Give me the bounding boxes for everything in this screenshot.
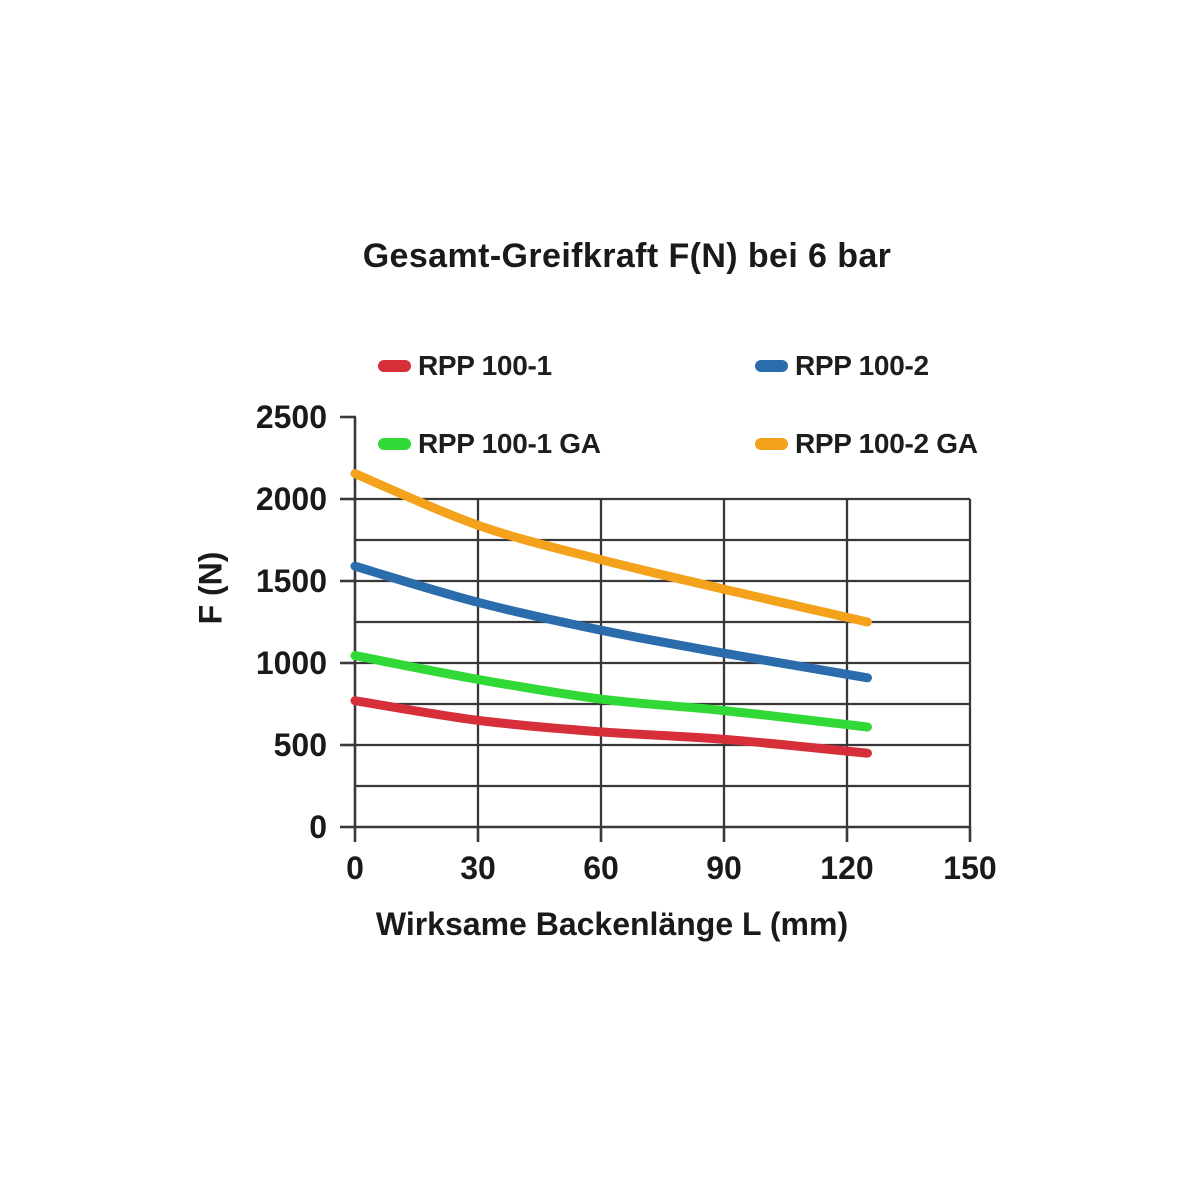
series-line-0 bbox=[350, 696, 872, 758]
x-tick-label: 90 bbox=[706, 850, 742, 886]
series-line-1 bbox=[350, 561, 872, 683]
x-tick-label: 0 bbox=[346, 850, 364, 886]
series-line-3 bbox=[350, 469, 872, 627]
y-tick-label: 0 bbox=[309, 809, 327, 845]
legend-label: RPP 100-2 bbox=[795, 350, 929, 381]
y-axis-label: F (N) bbox=[192, 551, 229, 625]
legend: RPP 100-1 RPP 100-2 RPP 100-1 GA RPP 100… bbox=[378, 349, 978, 461]
legend-swatch bbox=[755, 360, 788, 372]
y-tick-label: 2000 bbox=[256, 481, 327, 517]
x-tick-label: 30 bbox=[460, 850, 496, 886]
legend-label: RPP 100-1 GA bbox=[418, 428, 601, 459]
x-tick-label: 60 bbox=[583, 850, 619, 886]
x-axis-label: Wirksame Backenlänge L (mm) bbox=[375, 906, 849, 942]
legend-item: RPP 100-2 bbox=[755, 349, 978, 383]
chart-title: Gesamt-Greifkraft F(N) bei 6 bar bbox=[362, 237, 892, 275]
legend-swatch bbox=[755, 438, 788, 450]
legend-item: RPP 100-1 bbox=[378, 349, 755, 383]
legend-item: RPP 100-2 GA bbox=[755, 427, 978, 461]
series-line-2 bbox=[350, 651, 872, 732]
legend-label: RPP 100-1 bbox=[418, 350, 552, 381]
y-tick-label: 1000 bbox=[256, 645, 327, 681]
legend-item: RPP 100-1 GA bbox=[378, 427, 755, 461]
legend-swatch bbox=[378, 438, 411, 450]
legend-label: RPP 100-2 GA bbox=[795, 428, 978, 459]
y-tick-label: 1500 bbox=[256, 563, 327, 599]
x-tick-label: 150 bbox=[943, 850, 996, 886]
x-tick-label: 120 bbox=[820, 850, 873, 886]
y-tick-label: 2500 bbox=[256, 399, 327, 435]
y-tick-label: 500 bbox=[274, 727, 327, 763]
legend-swatch bbox=[378, 360, 411, 372]
